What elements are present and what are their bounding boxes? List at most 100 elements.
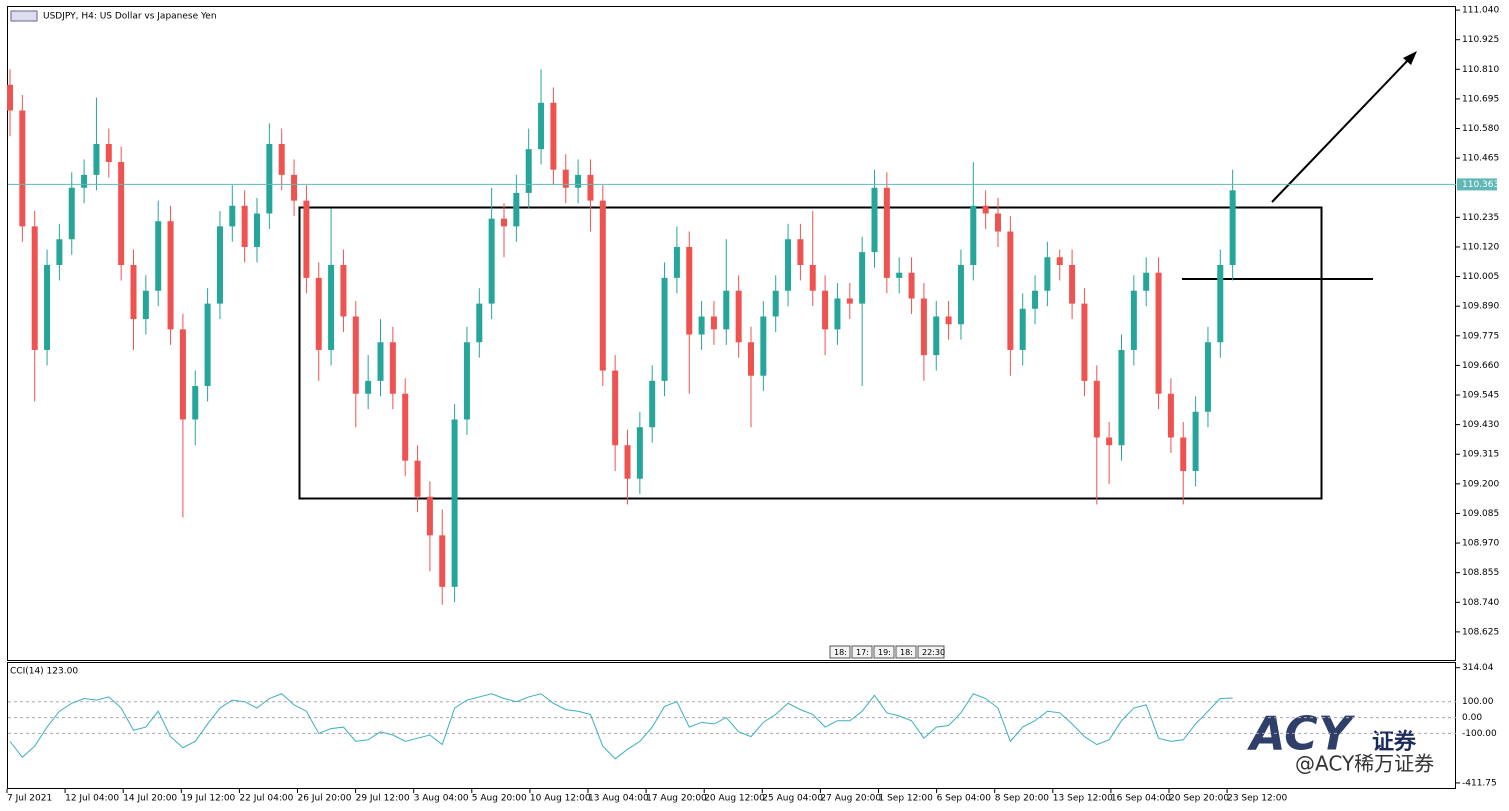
x-tick-label: 22 Jul 04:00 — [239, 794, 293, 804]
y-tick-label: 109.200 — [1462, 479, 1499, 489]
x-tick-label: 13 Sep 12:00 — [1053, 794, 1113, 804]
y-tick-label: 109.545 — [1462, 391, 1499, 401]
candle-body — [1155, 272, 1162, 394]
y-tick-label: 108.970 — [1462, 539, 1499, 549]
candle-body — [661, 277, 668, 381]
current-price-tag — [1457, 178, 1497, 191]
x-tick-label: 14 Jul 20:00 — [123, 794, 177, 804]
candle-body — [1019, 308, 1026, 350]
candle-body — [538, 102, 545, 150]
candle-body — [809, 264, 816, 291]
candle-body — [846, 298, 853, 304]
candle-body — [575, 174, 582, 188]
current-price-label: 110.363 — [1462, 180, 1499, 190]
candle-body — [735, 290, 742, 343]
candle-body — [1180, 437, 1187, 471]
x-tick-label: 23 Sep 12:00 — [1227, 794, 1287, 804]
candle-body — [859, 252, 866, 304]
candle-body — [1007, 231, 1014, 350]
candle-body — [822, 290, 829, 330]
candle-body — [624, 445, 631, 479]
candle-body — [686, 246, 693, 335]
candle-body — [389, 342, 396, 394]
x-tick-label: 25 Aug 04:00 — [762, 794, 823, 804]
candle-body — [402, 393, 409, 461]
watermark-brand: ACY — [1247, 707, 1356, 761]
candle-body — [204, 303, 211, 387]
y-tick-label: 110.005 — [1462, 272, 1499, 282]
candle-body — [229, 205, 236, 227]
candle-body — [44, 264, 51, 350]
candle-body — [291, 174, 298, 201]
trend-arrow — [1271, 57, 1411, 203]
candle-body — [451, 419, 458, 587]
y-tick-label: 110.235 — [1462, 213, 1499, 223]
indicator-tick-label: 100.00 — [1462, 697, 1494, 707]
candle-body — [1106, 437, 1113, 446]
x-tick-label: 29 Jul 12:00 — [356, 794, 410, 804]
scroll-tab-label: 17: — [856, 648, 869, 657]
candle-body — [192, 386, 199, 420]
candle-body — [414, 460, 421, 497]
candle-body — [710, 316, 717, 330]
candle-body — [1118, 349, 1125, 446]
candle-body — [7, 84, 13, 111]
candle-body — [254, 213, 260, 247]
y-tick-label: 109.430 — [1462, 420, 1499, 430]
candle-body — [340, 264, 347, 317]
y-tick-label: 108.855 — [1462, 568, 1499, 578]
y-tick-label: 109.315 — [1462, 450, 1499, 460]
candle-body — [995, 213, 1001, 232]
symbol-icon — [10, 10, 38, 22]
candle-body — [1192, 411, 1199, 471]
y-tick-label: 110.465 — [1462, 154, 1499, 164]
y-tick-label: 109.890 — [1462, 302, 1499, 312]
candle-body — [365, 380, 372, 394]
candle-body — [439, 535, 446, 587]
candle-body — [550, 102, 557, 170]
candle-body — [1093, 380, 1100, 438]
candle-body — [636, 427, 643, 479]
arrow-head — [1403, 51, 1417, 65]
range-box — [298, 206, 1323, 500]
candle-body — [216, 226, 223, 304]
candle-body — [377, 342, 384, 381]
candle-body — [525, 149, 532, 193]
candle-body — [488, 218, 495, 304]
x-tick-label: 19 Jul 12:00 — [181, 794, 235, 804]
watermark-handle: @ACY稀万证券 — [1295, 752, 1434, 776]
y-tick-label: 110.580 — [1462, 124, 1499, 134]
candle-body — [599, 200, 606, 371]
y-tick-label: 110.120 — [1462, 242, 1499, 252]
candle-body — [501, 218, 507, 227]
candle-body — [303, 200, 310, 278]
candle-body — [673, 246, 680, 278]
y-tick-label: 110.695 — [1462, 94, 1499, 104]
candle-body — [871, 187, 878, 253]
x-tick-label: 6 Sep 04:00 — [937, 794, 992, 804]
candle-body — [1229, 190, 1236, 265]
candle-body — [155, 221, 162, 291]
candle-body — [970, 205, 977, 265]
candle-body — [81, 174, 88, 188]
candle-body — [982, 205, 989, 214]
candle-body — [945, 316, 952, 325]
x-tick-label: 26 Jul 20:00 — [298, 794, 352, 804]
scroll-tab — [851, 645, 873, 659]
candle-body — [241, 205, 248, 247]
indicator-line — [9, 693, 1233, 760]
x-tick-label: 16 Sep 04:00 — [1111, 794, 1171, 804]
candle-body — [266, 143, 273, 214]
candle-body — [748, 342, 754, 376]
scroll-tab — [917, 645, 945, 659]
candle-body — [1167, 393, 1174, 438]
x-tick-label: 13 Aug 04:00 — [588, 794, 649, 804]
candle-body — [797, 239, 804, 265]
indicator-tick-label: 314.04 — [1462, 663, 1494, 673]
candle-body — [1143, 272, 1150, 291]
x-tick-label: 12 Jul 04:00 — [65, 794, 119, 804]
y-tick-label: 109.085 — [1462, 509, 1499, 519]
candle-body — [315, 277, 322, 350]
candle-body — [1069, 264, 1076, 304]
